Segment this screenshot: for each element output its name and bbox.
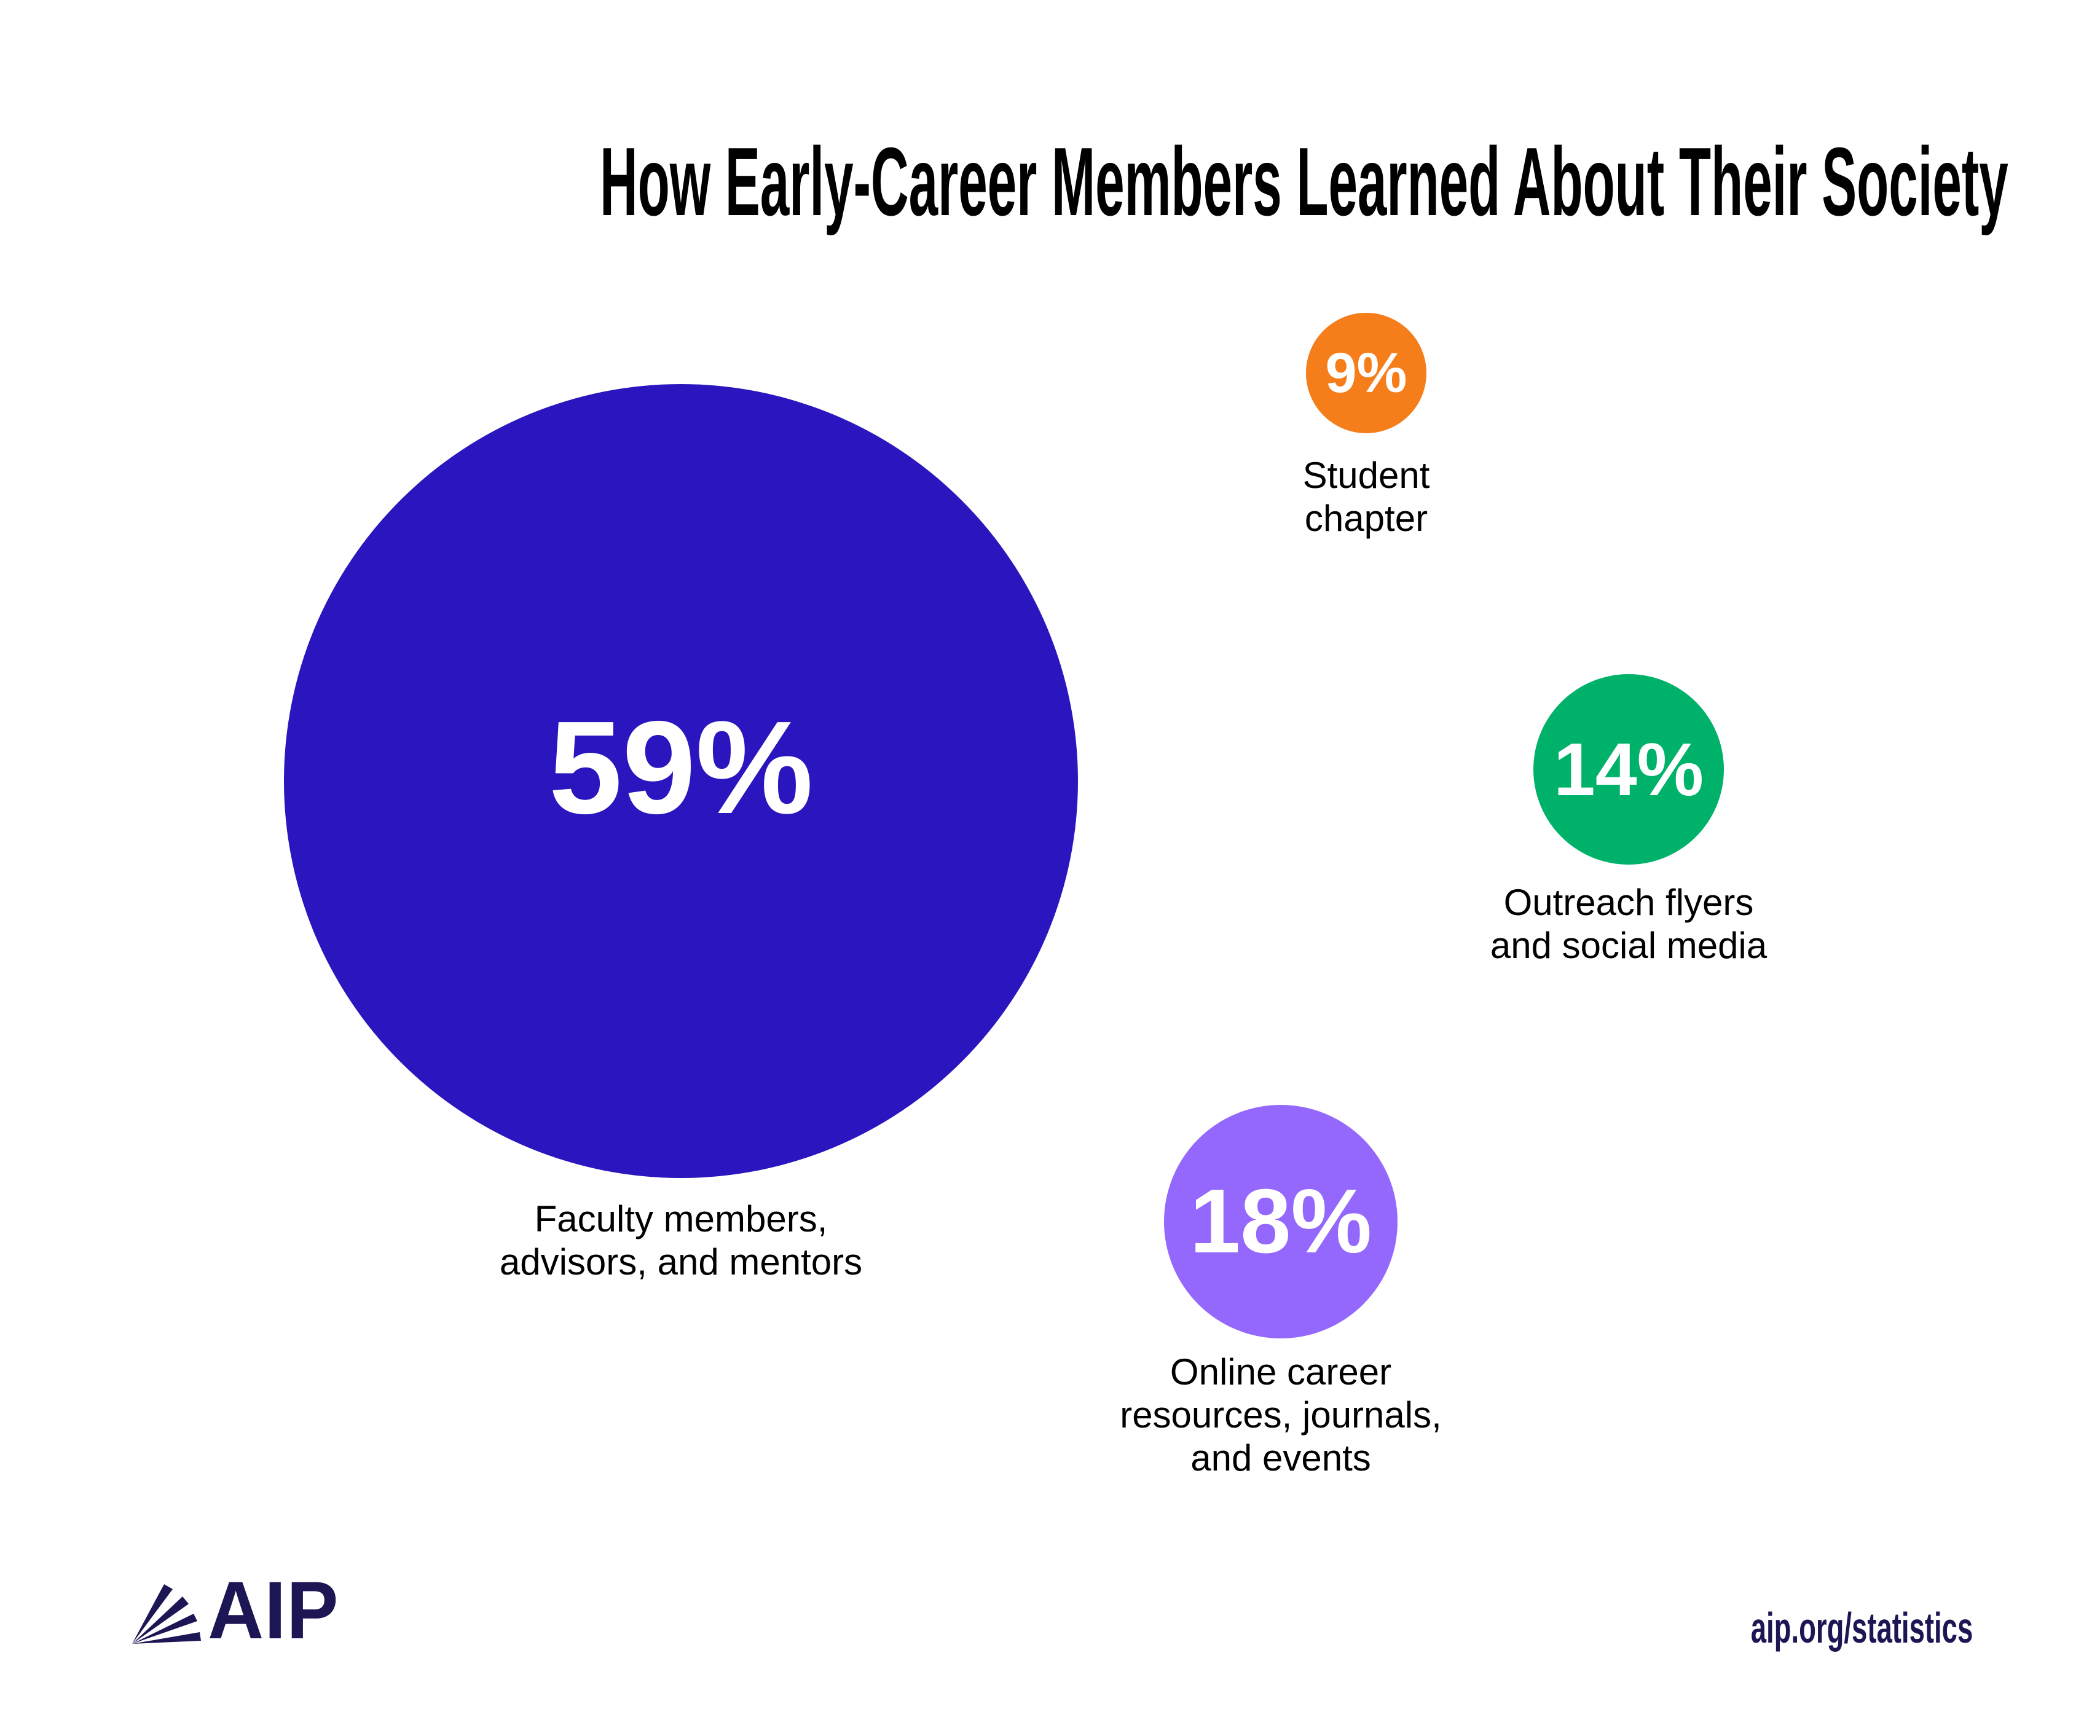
bubble-faculty-label: Faculty members, advisors, and mentors: [500, 1198, 862, 1284]
bubble-faculty-value: 59%: [548, 693, 814, 841]
label-line: Faculty members,: [534, 1198, 828, 1239]
label-line: advisors, and mentors: [499, 1241, 863, 1282]
label-line: resources, journals,: [1120, 1394, 1442, 1436]
bubble-student-circle: 9%: [1306, 313, 1426, 433]
bubble-faculty-circle: 59%: [284, 384, 1078, 1178]
label-line: and events: [1190, 1437, 1371, 1479]
bubble-student-label: Student chapter: [1303, 454, 1430, 540]
bubble-outreach-circle: 14%: [1533, 674, 1724, 865]
bubble-outreach-label: Outreach flyers and social media: [1490, 881, 1767, 967]
bubble-online-value: 18%: [1189, 1171, 1372, 1272]
aip-logo-text: AIP: [208, 1565, 339, 1656]
label-line: Student: [1302, 455, 1430, 496]
bubble-student-value: 9%: [1325, 341, 1407, 404]
aip-rays-icon: [132, 1584, 201, 1644]
label-line: Outreach flyers: [1503, 882, 1754, 923]
bubble-outreach-value: 14%: [1553, 728, 1704, 811]
page-title: How Early-Career Members Learned About T…: [600, 128, 2008, 236]
site-link[interactable]: aip.org/statistics: [1750, 1604, 1973, 1652]
label-line: Online career: [1170, 1351, 1392, 1392]
label-line: chapter: [1304, 498, 1428, 539]
label-line: and social media: [1490, 925, 1768, 966]
title-row: How Early-Career Members Learned About T…: [0, 124, 2100, 241]
bubble-online-label: Online career resources, journals, and e…: [1120, 1351, 1442, 1480]
bubble-online-circle: 18%: [1164, 1105, 1398, 1338]
